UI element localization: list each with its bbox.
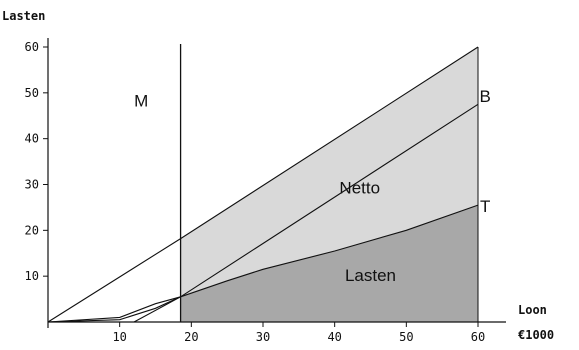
x-tick-label: 40 — [327, 330, 341, 344]
x-axis-title-line2: €1000 — [518, 328, 554, 342]
x-tick-label: 60 — [471, 330, 485, 344]
annotations: M B Netto T Lasten — [134, 87, 491, 285]
annotation-b: B — [479, 87, 490, 106]
shaded-regions — [180, 47, 478, 322]
x-axis-title-line1: Loon — [518, 303, 547, 317]
y-tick-label: 50 — [25, 86, 39, 100]
series-lines — [47, 46, 479, 323]
lasten-region — [180, 205, 478, 322]
axes — [47, 38, 506, 328]
annotation-netto: Netto — [339, 179, 380, 198]
x-tick-label: 10 — [112, 330, 126, 344]
annotation-t: T — [480, 197, 490, 216]
x-tick-label: 20 — [184, 330, 198, 344]
series-line-netto — [47, 103, 479, 323]
y-tick-label: 30 — [25, 178, 39, 192]
y-tick-label: 60 — [25, 40, 39, 54]
netto-region — [180, 47, 478, 297]
y-tick-label: 10 — [25, 269, 39, 283]
series-line-short — [133, 296, 181, 323]
y-tick-label: 20 — [25, 223, 39, 237]
annotation-m: M — [134, 92, 148, 111]
annotation-lasten: Lasten — [345, 266, 396, 285]
x-tick-label: 50 — [399, 330, 413, 344]
tick-labels: 10 20 30 40 50 60 10 20 30 40 50 60 — [25, 40, 486, 344]
x-tick-label: 30 — [256, 330, 270, 344]
y-tick-label: 40 — [25, 132, 39, 146]
y-axis-title: Lasten — [2, 9, 45, 23]
series-line-T — [47, 204, 479, 323]
